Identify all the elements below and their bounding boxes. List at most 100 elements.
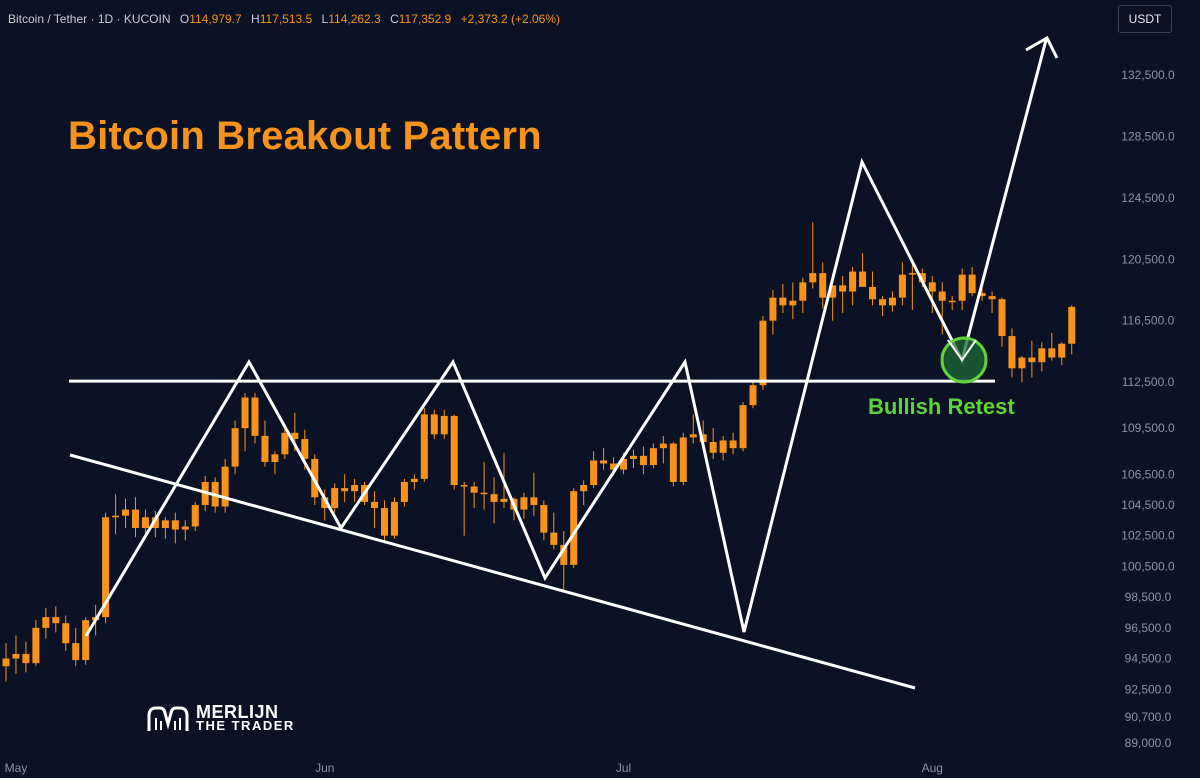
support-line (69, 453, 916, 690)
candle (928, 276, 936, 314)
candle (1068, 305, 1076, 355)
candle (809, 222, 817, 289)
candle (669, 442, 677, 487)
candle (112, 494, 120, 535)
candle-body (331, 488, 339, 509)
candle-body (500, 498, 508, 502)
brand-logo: MERLIJN THE TRADER (146, 703, 295, 734)
candle-body (679, 437, 687, 482)
time-axis[interactable]: May Jun Jul Aug (5, 761, 943, 775)
candle-body (978, 293, 986, 297)
candle-body (719, 440, 727, 453)
currency-button[interactable]: USDT (1118, 5, 1172, 33)
candle-body (251, 397, 259, 436)
candle-body (261, 435, 269, 462)
candle-body (470, 486, 478, 493)
candle-body (590, 460, 598, 486)
candle-body (908, 273, 916, 275)
candle (281, 425, 289, 459)
candle (998, 297, 1006, 347)
candle (141, 509, 149, 538)
candle-body (62, 623, 70, 644)
candle-body (112, 515, 120, 518)
candle-body (819, 273, 827, 298)
y-tick-label: 90,700.0 (1125, 710, 1172, 724)
candle-body (948, 300, 956, 303)
candle (490, 477, 498, 524)
candle (550, 512, 558, 550)
candle (1038, 342, 1046, 372)
candle-body (839, 285, 847, 292)
candle (829, 285, 837, 321)
candle (709, 428, 717, 459)
candle-body (181, 526, 189, 530)
candle-body (341, 488, 349, 492)
y-tick-label: 109,500.0 (1121, 421, 1175, 435)
candle-body (968, 274, 976, 294)
candle (1048, 332, 1056, 361)
candle-body (82, 620, 90, 661)
candle (729, 432, 737, 455)
candle-body (988, 296, 996, 300)
candle (580, 480, 588, 505)
candle (241, 392, 249, 452)
candle (380, 500, 388, 544)
candle-body (639, 455, 647, 466)
candle-body (351, 485, 359, 492)
candle (799, 277, 807, 314)
candle-body (809, 273, 817, 283)
y-tick-label: 124,500.0 (1121, 191, 1175, 205)
candle (52, 606, 60, 633)
candle-body (958, 274, 966, 301)
candle (321, 489, 329, 521)
price-axis[interactable]: 132,500.0 128,500.0 124,500.0 120,500.0 116,… (1121, 68, 1175, 750)
candle-body (321, 497, 329, 509)
candle-body (1018, 357, 1026, 369)
x-tick-label: Jun (315, 761, 334, 775)
candle (849, 266, 857, 306)
candle-body (928, 282, 936, 292)
x-tick-label: May (5, 761, 28, 775)
candle-body (769, 297, 777, 321)
candle-body (380, 508, 388, 536)
candle-body (1028, 357, 1036, 363)
candle-body (1038, 348, 1046, 363)
candle-body (161, 520, 169, 529)
candle-body (779, 297, 787, 306)
y-tick-label: 96,500.0 (1125, 621, 1172, 635)
candle (530, 472, 538, 516)
y-tick-label: 98,500.0 (1125, 590, 1172, 604)
candle (251, 392, 259, 444)
candle-body (390, 501, 398, 536)
candle-body (440, 415, 448, 435)
open-label: O (179, 12, 190, 26)
low-label: L (321, 12, 329, 26)
logo-mark-icon (147, 706, 189, 731)
change-value: +2,373.2 (+2.06%) (460, 12, 560, 26)
candle-body (490, 494, 498, 502)
candle (590, 451, 598, 489)
candle-body (629, 455, 637, 459)
candle-body (430, 414, 438, 435)
candle-body (998, 299, 1006, 337)
candle (839, 276, 847, 314)
candle-body (739, 405, 747, 449)
candle (131, 497, 139, 538)
candle-body (829, 285, 837, 298)
candle-body (869, 286, 877, 300)
candle-body (580, 485, 588, 492)
x-tick-label: Aug (922, 761, 943, 775)
chart-title: Bitcoin Breakout Pattern (68, 114, 542, 158)
candle (351, 478, 359, 502)
candle (82, 617, 90, 665)
low-value: 114,262.3 (328, 12, 381, 26)
y-tick-label: 112,500.0 (1122, 375, 1175, 389)
candle-body (689, 434, 697, 438)
candle (888, 291, 896, 312)
candle-body (699, 434, 707, 443)
candle (938, 282, 946, 335)
candle (22, 641, 30, 673)
candle-body (301, 438, 309, 459)
candle-body (271, 454, 279, 462)
